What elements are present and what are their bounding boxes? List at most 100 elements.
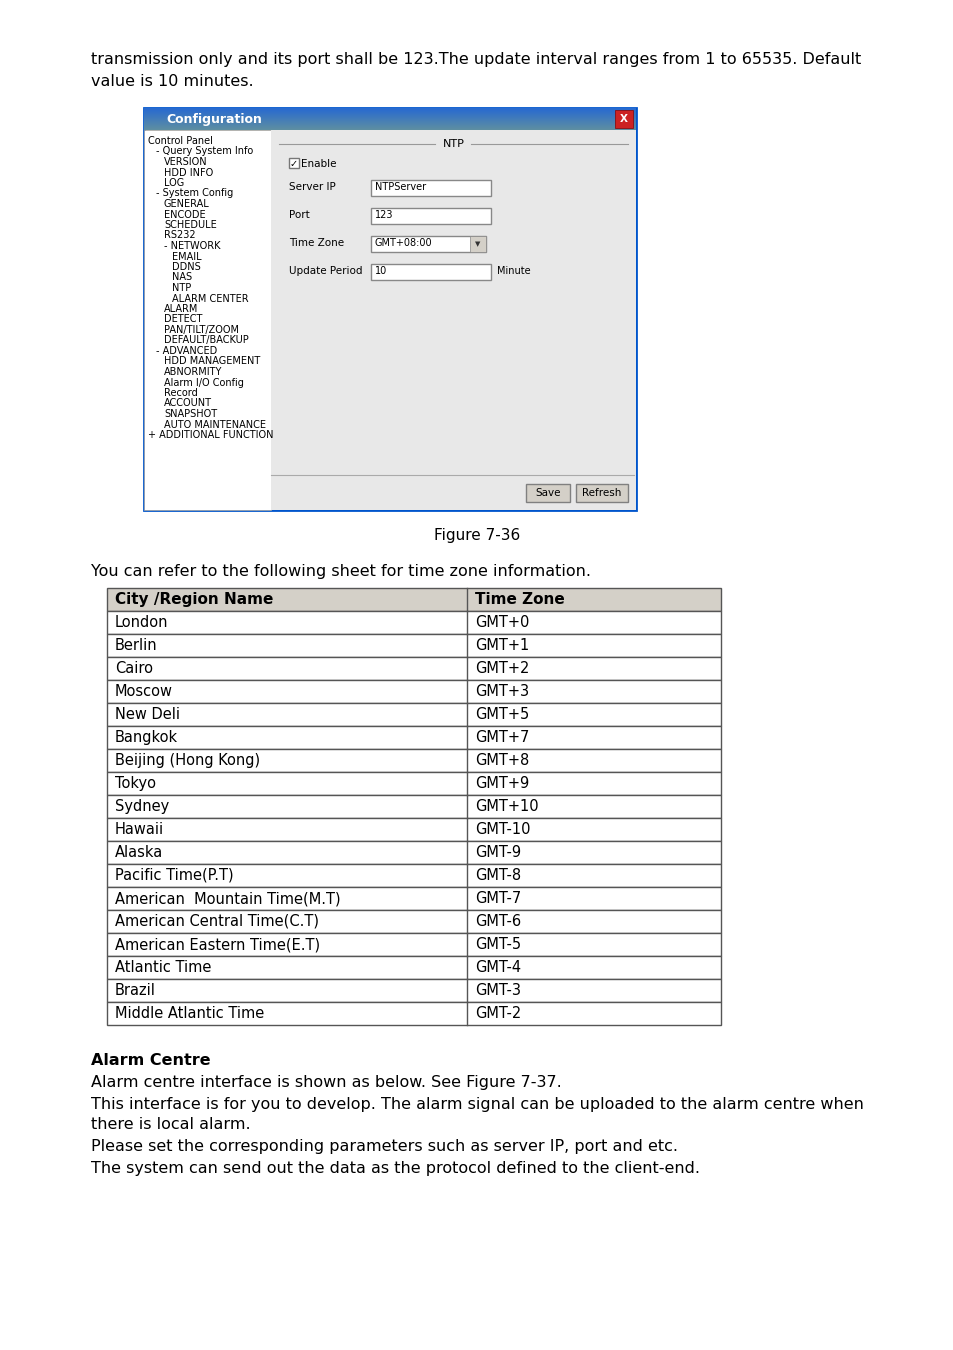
- Text: GMT-7: GMT-7: [475, 891, 520, 906]
- Text: London: London: [115, 616, 169, 630]
- Text: GMT+2: GMT+2: [475, 662, 529, 676]
- Bar: [107, 749, 720, 772]
- Bar: [371, 265, 491, 279]
- Text: DETECT: DETECT: [164, 315, 202, 324]
- Text: Pacific Time(P.T): Pacific Time(P.T): [115, 868, 233, 883]
- Text: - NETWORK: - NETWORK: [164, 242, 220, 251]
- Text: Refresh: Refresh: [581, 487, 621, 498]
- Text: there is local alarm.: there is local alarm.: [91, 1116, 251, 1133]
- Text: ALARM: ALARM: [164, 304, 198, 315]
- Text: GMT+7: GMT+7: [475, 730, 529, 745]
- Text: Figure 7-36: Figure 7-36: [434, 528, 519, 543]
- Text: Control Panel: Control Panel: [148, 136, 213, 146]
- Text: Save: Save: [535, 487, 560, 498]
- Text: GMT+8: GMT+8: [475, 753, 529, 768]
- Text: GMT+9: GMT+9: [475, 776, 529, 791]
- Text: 10: 10: [375, 266, 387, 275]
- Text: GMT-4: GMT-4: [475, 960, 520, 975]
- Bar: [371, 236, 485, 252]
- Bar: [289, 158, 298, 167]
- Bar: [107, 841, 720, 864]
- Text: Alarm Centre: Alarm Centre: [91, 1053, 211, 1068]
- Text: American Eastern Time(E.T): American Eastern Time(E.T): [115, 937, 320, 952]
- Bar: [107, 726, 720, 749]
- Text: ABNORMITY: ABNORMITY: [164, 367, 222, 377]
- Text: EMAIL: EMAIL: [172, 251, 201, 262]
- Text: GMT-2: GMT-2: [475, 1006, 520, 1021]
- Text: Update Period: Update Period: [289, 266, 362, 275]
- Text: American  Mountain Time(M.T): American Mountain Time(M.T): [115, 891, 340, 906]
- Text: Enable: Enable: [301, 159, 336, 169]
- Text: Configuration: Configuration: [166, 112, 262, 126]
- Text: You can refer to the following sheet for time zone information.: You can refer to the following sheet for…: [91, 564, 590, 579]
- Text: Middle Atlantic Time: Middle Atlantic Time: [115, 1006, 264, 1021]
- Text: Brazil: Brazil: [115, 983, 155, 998]
- Text: Time Zone: Time Zone: [475, 593, 564, 608]
- Bar: [107, 1002, 720, 1025]
- Bar: [107, 772, 720, 795]
- Text: RS232: RS232: [164, 231, 195, 240]
- Text: ACCOUNT: ACCOUNT: [164, 398, 212, 409]
- Text: - ADVANCED: - ADVANCED: [156, 346, 217, 356]
- Text: Please set the corresponding parameters such as server IP, port and etc.: Please set the corresponding parameters …: [91, 1139, 678, 1154]
- Text: Moscow: Moscow: [115, 684, 172, 699]
- Text: NTP: NTP: [172, 284, 191, 293]
- Text: value is 10 minutes.: value is 10 minutes.: [91, 74, 253, 89]
- Text: + ADDITIONAL FUNCTION: + ADDITIONAL FUNCTION: [148, 431, 274, 440]
- Bar: [470, 236, 485, 252]
- Text: PAN/TILT/ZOOM: PAN/TILT/ZOOM: [164, 325, 239, 335]
- Text: NAS: NAS: [172, 273, 192, 282]
- Text: ALARM CENTER: ALARM CENTER: [172, 293, 249, 304]
- Text: Beijing (Hong Kong): Beijing (Hong Kong): [115, 753, 260, 768]
- Text: GMT-9: GMT-9: [475, 845, 520, 860]
- Text: GMT-10: GMT-10: [475, 822, 530, 837]
- Text: LOG: LOG: [164, 178, 184, 188]
- Bar: [144, 108, 636, 510]
- Bar: [107, 956, 720, 979]
- Text: - System Config: - System Config: [156, 189, 233, 198]
- Text: Bangkok: Bangkok: [115, 730, 178, 745]
- Text: Time Zone: Time Zone: [289, 238, 344, 248]
- Text: ENCODE: ENCODE: [164, 209, 206, 220]
- Bar: [271, 130, 636, 510]
- Text: GMT-6: GMT-6: [475, 914, 520, 929]
- Bar: [107, 795, 720, 818]
- Text: GMT+3: GMT+3: [475, 684, 529, 699]
- Text: DEFAULT/BACKUP: DEFAULT/BACKUP: [164, 336, 249, 346]
- Text: Record: Record: [164, 387, 197, 398]
- Bar: [107, 979, 720, 1002]
- Bar: [107, 657, 720, 680]
- Bar: [371, 180, 491, 196]
- Text: The system can send out the data as the protocol defined to the client-end.: The system can send out the data as the …: [91, 1161, 700, 1176]
- Text: NTP: NTP: [442, 139, 464, 148]
- Text: Berlin: Berlin: [115, 639, 157, 653]
- Text: Minute: Minute: [497, 266, 530, 275]
- Text: GMT+5: GMT+5: [475, 707, 529, 722]
- Text: Alaska: Alaska: [115, 845, 163, 860]
- Text: VERSION: VERSION: [164, 157, 208, 167]
- Text: American Central Time(C.T): American Central Time(C.T): [115, 914, 318, 929]
- Bar: [371, 208, 491, 224]
- Bar: [107, 887, 720, 910]
- Bar: [576, 485, 627, 502]
- Text: GENERAL: GENERAL: [164, 198, 210, 209]
- Bar: [107, 933, 720, 956]
- Text: HDD MANAGEMENT: HDD MANAGEMENT: [164, 356, 260, 366]
- Text: GMT-3: GMT-3: [475, 983, 520, 998]
- Text: transmission only and its port shall be 123.The update interval ranges from 1 to: transmission only and its port shall be …: [91, 53, 861, 68]
- Text: NTPServer: NTPServer: [375, 182, 426, 192]
- Text: GMT+0: GMT+0: [475, 616, 529, 630]
- Text: Alarm I/O Config: Alarm I/O Config: [164, 378, 244, 387]
- Text: AUTO MAINTENANCE: AUTO MAINTENANCE: [164, 420, 266, 429]
- Text: GMT+1: GMT+1: [475, 639, 529, 653]
- Text: Hawaii: Hawaii: [115, 822, 164, 837]
- Text: SNAPSHOT: SNAPSHOT: [164, 409, 217, 418]
- Text: Alarm centre interface is shown as below. See Figure 7-37.: Alarm centre interface is shown as below…: [91, 1075, 561, 1089]
- Text: ✓: ✓: [290, 159, 297, 169]
- Text: DDNS: DDNS: [172, 262, 200, 271]
- Text: GMT-8: GMT-8: [475, 868, 520, 883]
- Text: GMT-5: GMT-5: [475, 937, 520, 952]
- Bar: [107, 612, 720, 634]
- Bar: [107, 910, 720, 933]
- Text: Server IP: Server IP: [289, 182, 335, 192]
